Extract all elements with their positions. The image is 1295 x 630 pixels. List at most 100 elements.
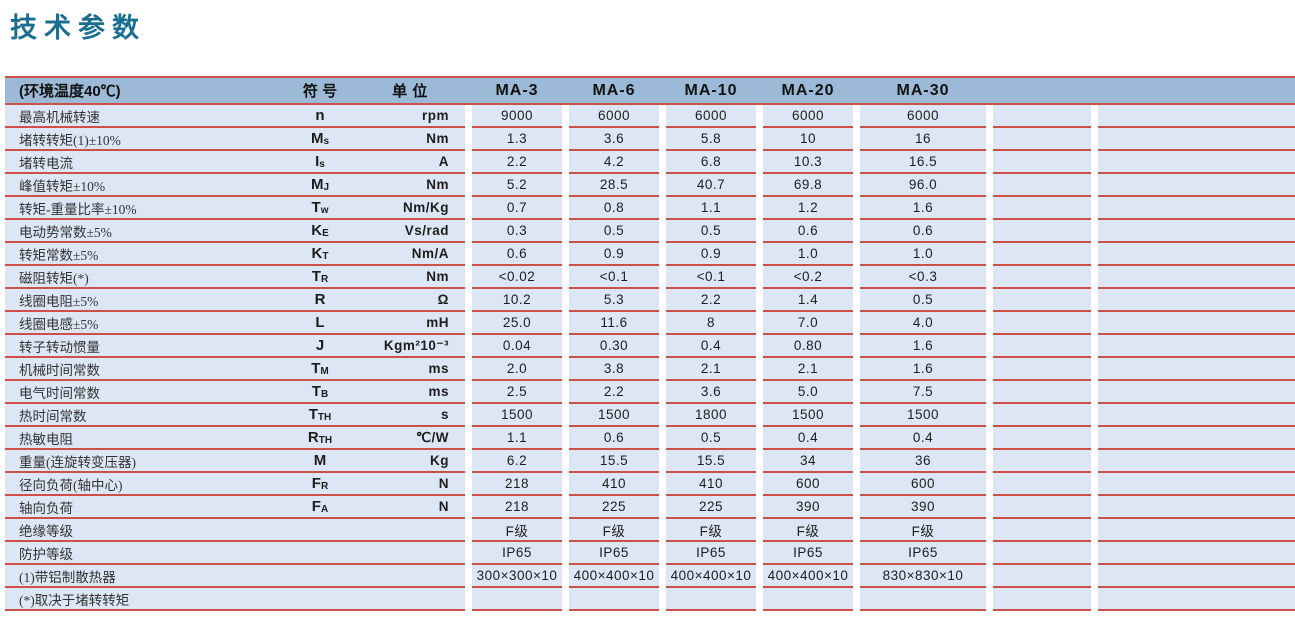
value-cell: 2.2 [569,381,659,404]
column-gap [853,128,860,151]
column-gap [465,128,472,151]
symbol-column-header: 符 号 [302,83,338,100]
value-cell: 0.6 [472,243,562,266]
column-gap [562,220,569,243]
value-cell [666,588,756,611]
value-cell: 400×400×10 [569,565,659,588]
value-cell: 1.2 [763,197,853,220]
column-gap [853,358,860,381]
value-cell: 2.2 [666,289,756,312]
value-cell: 1.3 [472,128,562,151]
model-column-header: MA-30 [896,81,950,99]
param-symbol: T TH [308,406,332,423]
value-cell: 4.0 [860,312,986,335]
empty-cell [1098,588,1295,611]
param-label: (*)取决于堵转转矩 [19,592,130,608]
empty-cell [1098,358,1295,381]
empty-cell [993,450,1091,473]
column-gap [1091,174,1098,197]
column-gap [562,565,569,588]
column-gap [562,588,569,611]
column-gap [986,128,993,151]
column-gap [853,473,860,496]
column-gap [853,335,860,358]
column-gap [853,427,860,450]
column-gap [659,427,666,450]
empty-cell [993,588,1091,611]
empty-cell [1098,151,1295,174]
value-cell: 1.0 [860,243,986,266]
column-gap [853,496,860,519]
param-unit: ms [428,361,449,376]
table-row: (1)带铝制散热器 300×300×10 400×400×10 400×400×… [5,565,1295,588]
empty-cell [993,266,1091,289]
column-gap [756,473,763,496]
column-gap [853,404,860,427]
column-gap [1091,197,1098,220]
param-symbol [285,565,355,586]
row-left-block: 热敏电阻 R TH ℃/W [5,427,465,450]
column-gap [756,404,763,427]
empty-cell [993,565,1091,588]
column-gap [1091,473,1098,496]
param-unit: Kgm²10⁻³ [383,337,449,353]
column-gap [853,450,860,473]
param-label: 轴向负荷 [19,500,73,516]
value-cell: 6000 [666,105,756,128]
param-symbol: R TH [307,429,333,446]
table-row: 最高机械转速 n rpm 9000 6000 6000 6000 6000 [5,105,1295,128]
row-left-block: 绝缘等级 [5,519,465,542]
value-cell: 830×830×10 [860,565,986,588]
column-gap [756,335,763,358]
column-gap [986,473,993,496]
column-gap [562,519,569,542]
column-gap [1091,565,1098,588]
column-gap [465,266,472,289]
value-cell: 1500 [472,404,562,427]
value-cell: 0.5 [666,427,756,450]
value-cell: 0.4 [860,427,986,450]
table-row: 防护等级 IP65 IP65 IP65 IP65 IP65 [5,542,1295,565]
value-cell: 400×400×10 [666,565,756,588]
value-cell: 0.9 [666,243,756,266]
column-gap [562,266,569,289]
value-cell: 0.30 [569,335,659,358]
column-gap [986,496,993,519]
value-cell: <0.1 [569,266,659,289]
column-gap [465,197,472,220]
column-gap [659,473,666,496]
param-label: 重量(连旋转变压器) [19,454,136,470]
empty-cell [993,381,1091,404]
column-gap [756,312,763,335]
param-label: 转矩-重量比率±10% [19,201,137,217]
column-gap [659,289,666,312]
column-gap [986,78,993,103]
column-gap [465,565,472,588]
value-cell: 3.6 [666,381,756,404]
empty-cell [1098,519,1295,542]
value-cell: 1500 [860,404,986,427]
value-cell: F级 [763,519,853,542]
column-gap [562,78,569,103]
param-symbol: J [315,337,325,354]
column-gap [756,496,763,519]
param-unit [355,542,465,563]
value-cell: 0.8 [569,197,659,220]
empty-cell [993,174,1091,197]
param-symbol: M [313,452,327,469]
column-gap [986,151,993,174]
value-cell: 6000 [860,105,986,128]
column-gap [465,151,472,174]
column-gap [562,312,569,335]
table-header-row: (环境温度40℃) 符 号 单 位 MA-3 MA-6 MA-10 MA-20 MA-3… [5,76,1295,105]
table-row: 热敏电阻 R TH ℃/W 1.1 0.6 0.5 0.4 0.4 [5,427,1295,450]
value-cell: 600 [763,473,853,496]
row-left-block: 防护等级 [5,542,465,565]
value-cell: 5.0 [763,381,853,404]
